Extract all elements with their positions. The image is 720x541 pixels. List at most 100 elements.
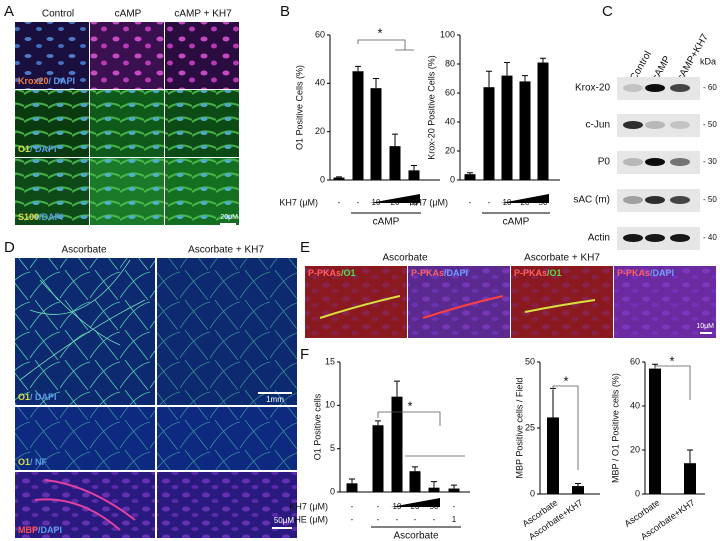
blot-band: [623, 234, 643, 242]
stain-label-counter: / DAPI: [49, 76, 76, 86]
error-bar: [373, 78, 379, 89]
error-bar: [687, 449, 693, 464]
column-label: Ascorbate + KH7: [188, 245, 264, 256]
y-tick-label: 40: [630, 400, 640, 410]
micrograph-texture: [165, 22, 239, 89]
x-tick-label: -: [469, 198, 472, 207]
stain-label-stain: O1: [18, 392, 30, 402]
kda-label: - 60: [703, 83, 717, 92]
bar: [391, 396, 403, 492]
micrograph-texture: [90, 158, 164, 225]
panel-label: D: [4, 239, 15, 256]
dose-wedge: [391, 498, 440, 507]
stain-label-stain: P-PKAs: [411, 268, 444, 278]
fiber: [319, 295, 401, 319]
x-tick-label: -: [396, 515, 399, 524]
error-bar: [575, 482, 581, 487]
bar: [448, 488, 460, 492]
blot-band: [623, 84, 643, 92]
blot-row-label: Actin: [588, 233, 610, 244]
micrograph-texture: [90, 22, 164, 89]
x-tick-label: -: [488, 198, 491, 207]
x-tick-label: -: [357, 198, 360, 207]
x-tick-label: -: [433, 515, 436, 524]
column-label: cAMP + KH7: [174, 9, 232, 20]
micrograph-texture: [165, 158, 239, 225]
error-bar: [392, 133, 398, 147]
blot-row-label: sAC (m): [573, 195, 610, 206]
stain-label: P-PKAs/O1: [514, 268, 562, 278]
column-label: cAMP: [115, 9, 142, 20]
stain-label-stain: Krox20: [18, 76, 49, 86]
x-tick-label: 1: [452, 515, 457, 524]
bar: [352, 71, 364, 180]
x-tick-label: -: [377, 502, 380, 511]
blot-row-label: Krox-20: [575, 83, 610, 94]
panel-label: C: [602, 3, 613, 20]
stain-label: MBP/DAPI: [18, 525, 62, 535]
bar: [572, 486, 584, 494]
bar: [409, 471, 421, 492]
fiber: [524, 299, 596, 313]
row-label: HE (μM): [294, 514, 328, 524]
error-bar: [394, 380, 400, 397]
panel-label: B: [280, 3, 290, 20]
error-bar: [522, 75, 528, 82]
y-tick-label: 100: [440, 29, 455, 39]
bar: [372, 425, 384, 492]
bar: [537, 62, 549, 180]
y-tick-label: 20: [630, 444, 640, 454]
bar: [408, 170, 420, 180]
significance-bracket: [377, 411, 465, 457]
stain-label-counter: / DAPI: [30, 144, 57, 154]
bar: [428, 487, 440, 492]
panel-label: A: [4, 3, 14, 20]
stain-label-stain: S100: [18, 212, 39, 222]
bar: [346, 483, 358, 492]
row-label: KH7 (μM): [289, 501, 328, 511]
error-bar: [411, 165, 417, 171]
micrograph-texture: [614, 266, 716, 338]
significance-bracket: [552, 385, 579, 470]
stain-label-stain: O1: [18, 144, 30, 154]
scale-label: 50μM: [274, 516, 295, 525]
error-bar: [451, 484, 457, 489]
y-tick-label: 20: [445, 145, 455, 155]
y-tick-label: 10: [325, 400, 335, 410]
micrograph-texture: [15, 407, 155, 470]
kda-label: - 50: [703, 195, 717, 204]
x-tick-label: -: [377, 515, 380, 524]
stain-label-stain: MBP: [18, 525, 38, 535]
micrograph-texture: [305, 266, 407, 338]
stain-label: Krox20/ DAPI: [18, 76, 75, 86]
bar: [370, 88, 382, 180]
blot-band: [645, 158, 665, 166]
blot-row-label: c-Jun: [586, 120, 610, 131]
bar: [684, 463, 696, 494]
blot-strip: [617, 114, 700, 137]
micrograph-texture: [15, 258, 155, 405]
bar: [547, 417, 559, 494]
stain-label-stain: O1: [18, 457, 30, 467]
x-tick-label: -: [414, 515, 417, 524]
stain-label: O1/ DAPI: [18, 392, 57, 402]
unit-label: kDa: [700, 56, 716, 66]
fiber: [34, 479, 136, 531]
y-tick-label: 40: [445, 116, 455, 126]
error-bar: [349, 478, 355, 484]
micrograph-texture: [157, 407, 297, 470]
significance-bracket: [357, 39, 414, 51]
bar: [519, 81, 531, 180]
group-label: Ascorbate + KH7: [524, 253, 600, 264]
blot-band: [645, 84, 665, 92]
x-tick-label: -: [351, 515, 354, 524]
blot-band: [623, 196, 643, 204]
micrograph-texture: [15, 158, 89, 225]
error-bar: [504, 62, 510, 76]
scale-label: 20μM: [220, 214, 238, 221]
y-tick-label: 60: [630, 356, 640, 366]
micrograph-texture: [15, 22, 89, 89]
stain-label-counter: /O1: [547, 268, 562, 278]
stain-label: S100/DAPI: [18, 212, 63, 222]
